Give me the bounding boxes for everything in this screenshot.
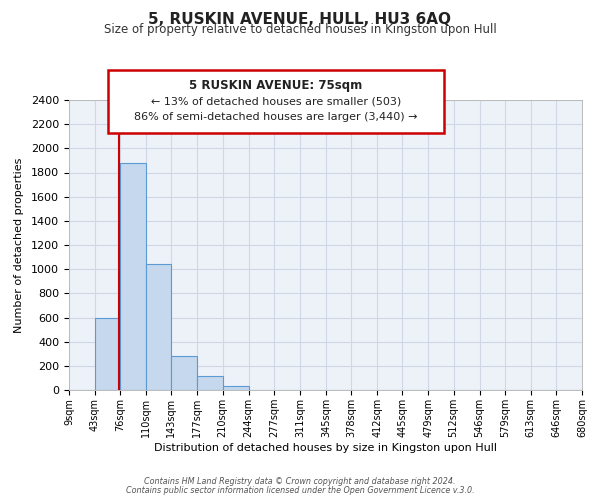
X-axis label: Distribution of detached houses by size in Kingston upon Hull: Distribution of detached houses by size … <box>154 442 497 452</box>
Bar <box>120 163 146 390</box>
Text: Size of property relative to detached houses in Kingston upon Hull: Size of property relative to detached ho… <box>104 22 496 36</box>
Text: 5 RUSKIN AVENUE: 75sqm: 5 RUSKIN AVENUE: 75sqm <box>190 79 362 92</box>
Text: ← 13% of detached houses are smaller (503): ← 13% of detached houses are smaller (50… <box>151 96 401 106</box>
Bar <box>95 318 120 390</box>
Y-axis label: Number of detached properties: Number of detached properties <box>14 158 24 332</box>
Bar <box>172 356 197 390</box>
Bar <box>223 386 248 390</box>
Text: Contains public sector information licensed under the Open Government Licence v.: Contains public sector information licen… <box>125 486 475 495</box>
Bar <box>197 376 223 390</box>
Text: 5, RUSKIN AVENUE, HULL, HU3 6AQ: 5, RUSKIN AVENUE, HULL, HU3 6AQ <box>149 12 452 28</box>
Text: 86% of semi-detached houses are larger (3,440) →: 86% of semi-detached houses are larger (… <box>134 112 418 122</box>
Bar <box>146 264 172 390</box>
Text: Contains HM Land Registry data © Crown copyright and database right 2024.: Contains HM Land Registry data © Crown c… <box>144 477 456 486</box>
